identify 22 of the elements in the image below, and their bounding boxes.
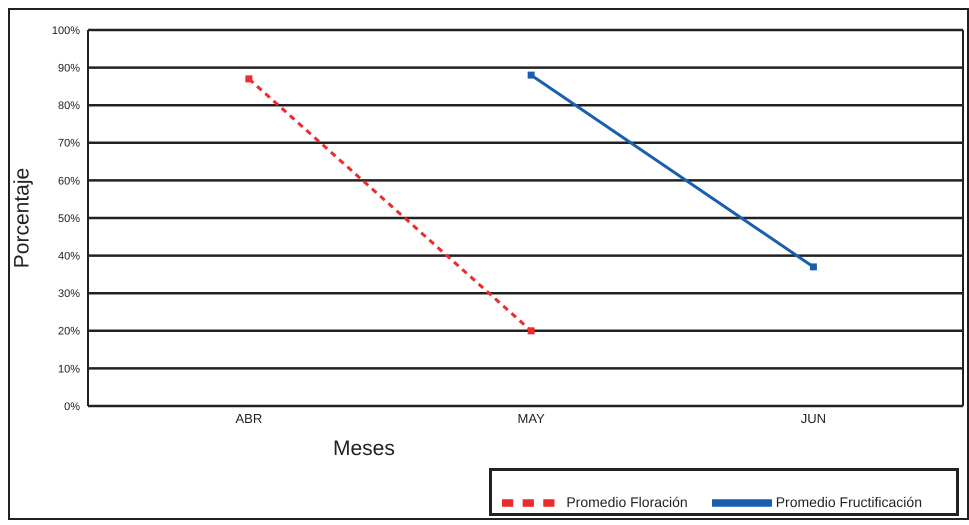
point xyxy=(810,263,817,270)
y-tick-label: 10% xyxy=(58,363,80,376)
point xyxy=(245,75,252,82)
legend-label: Promedio Floración xyxy=(566,494,688,510)
x-tick-label: ABR xyxy=(236,411,262,426)
y-tick-label: 40% xyxy=(58,250,80,263)
y-tick-label: 90% xyxy=(58,62,80,75)
y-tick-label: 100% xyxy=(52,24,80,37)
y-axis-title: Porcentaje xyxy=(10,168,34,268)
y-tick-label: 60% xyxy=(58,175,80,188)
y-tick-label: 20% xyxy=(58,326,80,338)
y-tick-label: 0% xyxy=(64,400,80,413)
point xyxy=(528,72,535,79)
y-tick-label: 50% xyxy=(58,212,80,225)
y-tick-label: 80% xyxy=(58,100,80,112)
x-tick-label: JUN xyxy=(800,411,826,426)
x-axis-title: Meses xyxy=(333,437,395,460)
legend-label: Promedio Fructificación xyxy=(776,494,922,510)
x-tick-label: MAY xyxy=(518,411,546,426)
point xyxy=(528,327,535,334)
y-tick-label: 70% xyxy=(58,138,80,150)
y-tick-label: 30% xyxy=(58,288,80,300)
